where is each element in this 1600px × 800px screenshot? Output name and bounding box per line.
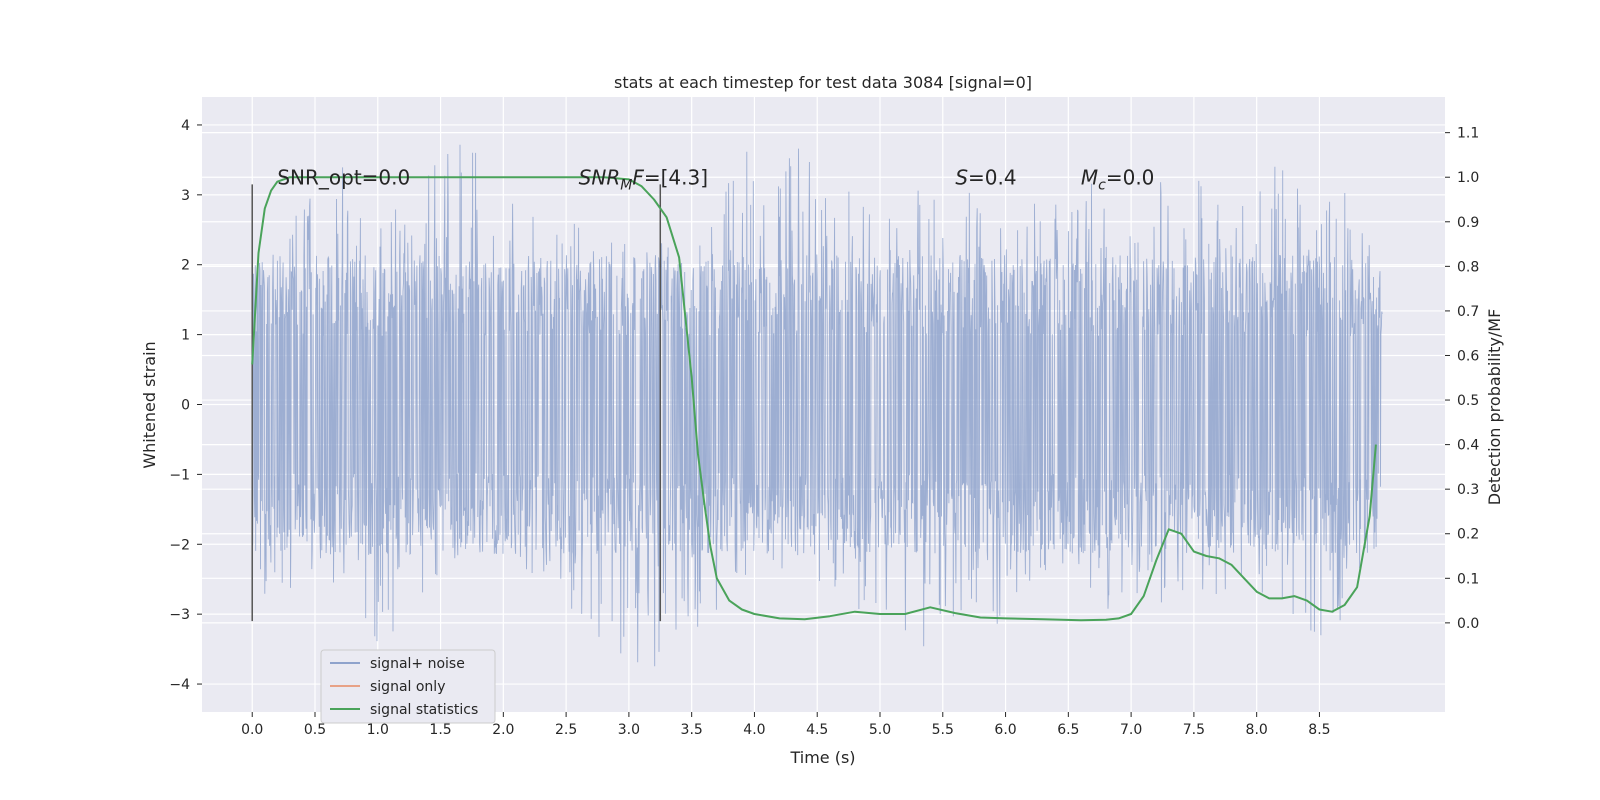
x-tick-label: 1.5 bbox=[429, 722, 451, 738]
y-right-tick-label: 0.5 bbox=[1457, 393, 1479, 409]
y-tick-labels: 4 3 2 1 0 −1 −2 −3 −4 bbox=[169, 118, 202, 693]
annotation-s-param: S=0.4 bbox=[955, 165, 1016, 189]
statistics-series bbox=[251, 176, 1377, 622]
x-tick-label: 3.5 bbox=[681, 722, 703, 738]
signal-noise-line bbox=[251, 144, 1383, 667]
x-tick-label: 1.0 bbox=[367, 722, 389, 738]
y-tick-label: −2 bbox=[169, 537, 190, 553]
y-right-tick-label: 0.4 bbox=[1457, 438, 1479, 454]
y-tick-label: 1 bbox=[181, 328, 190, 344]
y-tick-label: 3 bbox=[181, 188, 190, 204]
annotation-snr-mf: SNRMF=[4.3] bbox=[579, 165, 708, 193]
y-axis-label: Whitened strain bbox=[140, 341, 159, 468]
x-tick-label: 6.0 bbox=[994, 722, 1016, 738]
vertical-markers bbox=[251, 184, 662, 622]
chart-title: stats at each timestep for test data 308… bbox=[614, 73, 1032, 92]
x-tick-label: 5.0 bbox=[869, 722, 891, 738]
y-right-tick-label: 1.1 bbox=[1457, 126, 1479, 142]
y-tick-label: 0 bbox=[181, 398, 190, 414]
x-tick-label: 3.0 bbox=[618, 722, 640, 738]
signal-statistics-line bbox=[251, 176, 1377, 622]
x-tick-label: 5.5 bbox=[932, 722, 954, 738]
y-right-tick-label: 0.3 bbox=[1457, 482, 1479, 498]
y-tick-label: 4 bbox=[181, 118, 190, 134]
legend-box bbox=[320, 649, 496, 724]
legend-label-signal: signal only bbox=[370, 679, 445, 695]
y-right-tick-label: 0.6 bbox=[1457, 348, 1479, 364]
x-tick-label: 2.0 bbox=[492, 722, 514, 738]
y-tick-label: −1 bbox=[169, 467, 190, 483]
x-tick-label: 7.0 bbox=[1120, 722, 1142, 738]
legend-label-stats: signal statistics bbox=[370, 702, 478, 718]
legend-label-noise: signal+ noise bbox=[370, 656, 465, 672]
y-right-tick-labels: 1.1 1.0 0.9 0.8 0.7 0.6 0.5 0.4 0.3 0.2 0.1 0.0 bbox=[1445, 126, 1479, 632]
y-right-tick-label: 0.1 bbox=[1457, 571, 1479, 587]
annotation-snr-opt: SNR_opt=0.0 bbox=[277, 165, 410, 189]
y-tick-label: −4 bbox=[169, 677, 190, 693]
y-right-tick-label: 0.7 bbox=[1457, 304, 1479, 320]
noise-series bbox=[251, 144, 1383, 667]
legend: signal+ noise signal only signal statist… bbox=[320, 649, 496, 724]
y-tick-label: −3 bbox=[169, 607, 190, 623]
x-tick-label: 7.5 bbox=[1183, 722, 1205, 738]
y-tick-label: 2 bbox=[181, 258, 190, 274]
x-tick-label: 8.5 bbox=[1308, 722, 1330, 738]
x-tick-label: 0.0 bbox=[241, 722, 263, 738]
y-right-tick-label: 0.8 bbox=[1457, 259, 1479, 275]
x-tick-label: 6.5 bbox=[1057, 722, 1079, 738]
y-right-tick-label: 0.0 bbox=[1457, 616, 1479, 632]
x-tick-label: 4.0 bbox=[743, 722, 765, 738]
x-tick-label: 4.5 bbox=[806, 722, 828, 738]
x-tick-label: 2.5 bbox=[555, 722, 577, 738]
y-right-axis-label: Detection probability/MF bbox=[1485, 309, 1504, 506]
y-right-tick-label: 1.0 bbox=[1457, 170, 1479, 186]
x-tick-label: 8.0 bbox=[1246, 722, 1268, 738]
y-right-tick-label: 0.9 bbox=[1457, 215, 1479, 231]
x-axis-label: Time (s) bbox=[789, 748, 855, 767]
annotations: SNR_opt=0.0 SNRMF=[4.3] S=0.4 Mc=0.0 bbox=[277, 165, 1154, 193]
y-right-tick-label: 0.2 bbox=[1457, 527, 1479, 543]
x-tick-labels: 0.0 0.5 1.0 1.5 2.0 2.5 3.0 3.5 4.0 4.5 5.0 5.5 6.0 6… bbox=[241, 712, 1331, 738]
annotation-mc-param: Mc=0.0 bbox=[1081, 165, 1155, 193]
x-tick-label: 0.5 bbox=[304, 722, 326, 738]
